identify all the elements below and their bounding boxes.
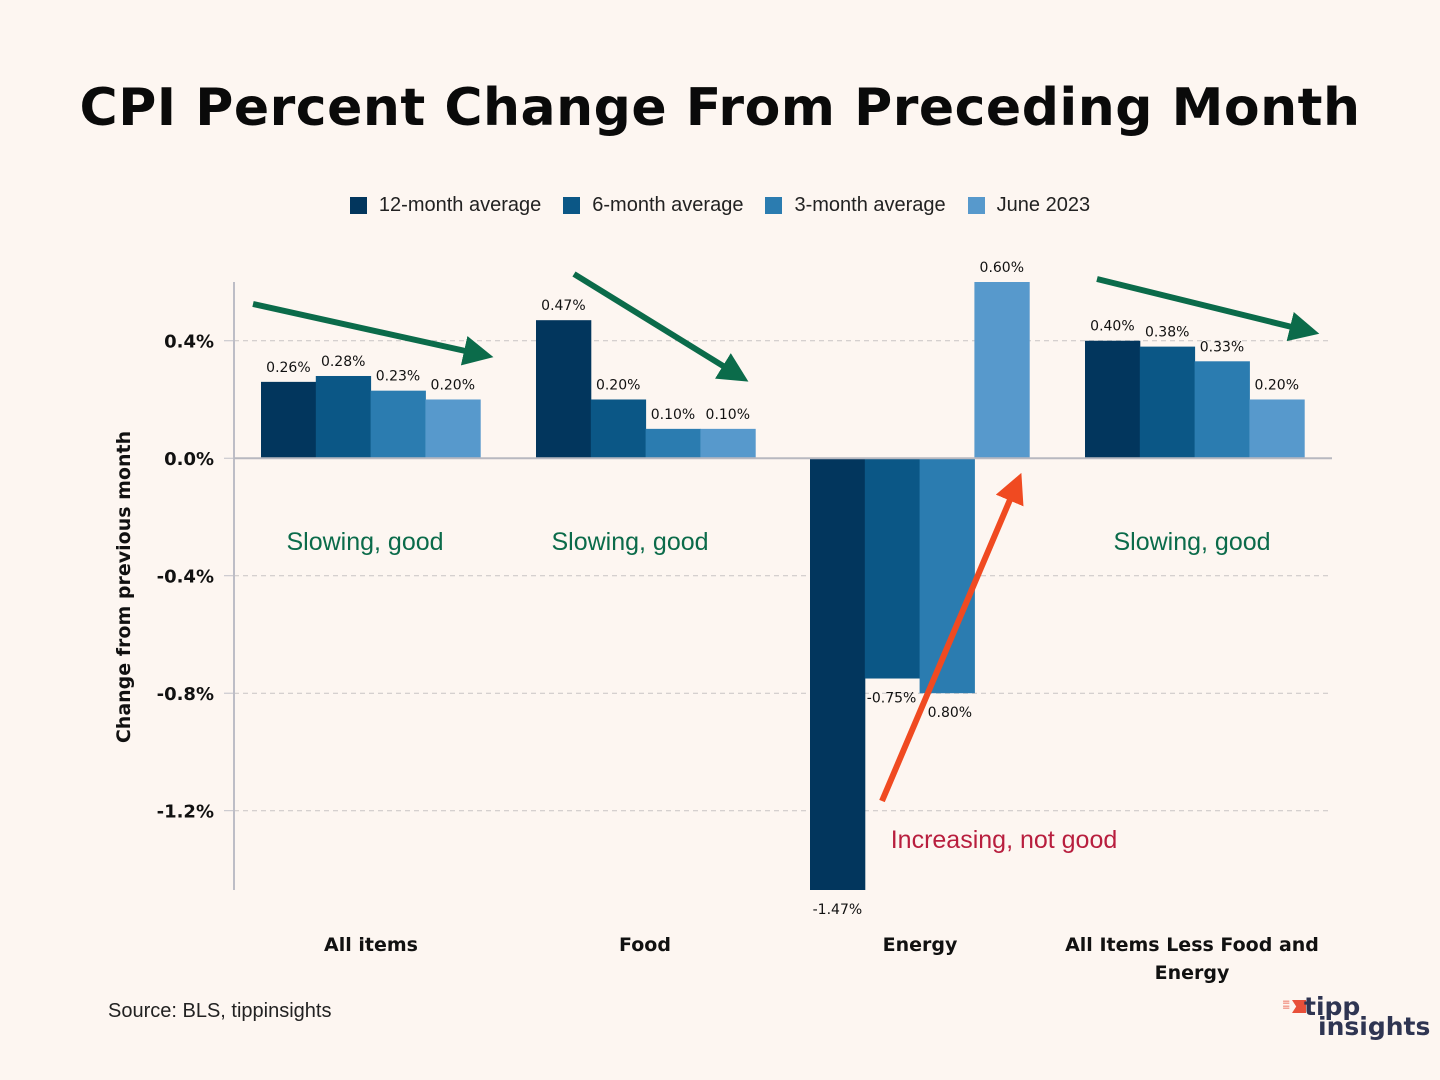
data-label: 0.80%: [928, 705, 972, 721]
legend-swatch-6-month: [563, 197, 581, 214]
legend-label: June 2023: [996, 194, 1091, 216]
bar-12-month-average: [261, 381, 317, 459]
bar-6-month-average: [1139, 346, 1196, 459]
data-label: 0.33%: [1200, 339, 1244, 355]
data-label: -1.47%: [813, 902, 863, 918]
annotation-text: Slowing, good: [551, 528, 708, 556]
bar-june-2023: [1249, 399, 1305, 459]
chart-title: CPI Percent Change From Preceding Month: [79, 78, 1361, 138]
data-label: 0.10%: [706, 407, 750, 423]
logo-text-insights: insights: [1318, 1012, 1431, 1041]
y-tick-label: -1.2%: [157, 802, 214, 823]
data-label: 0.20%: [596, 377, 640, 393]
data-label: 0.40%: [1090, 319, 1134, 335]
legend-item-6-month: 6-month average: [563, 194, 743, 217]
y-axis-label: Change from previous month: [113, 431, 135, 743]
data-label: 0.47%: [541, 298, 585, 314]
legend-swatch-3-month: [765, 197, 783, 214]
source-note: Source: BLS, tippinsights: [108, 1000, 332, 1022]
trend-arrow-down-icon: [1096, 276, 1320, 342]
data-label: 0.10%: [651, 407, 695, 423]
x-category-label: All items: [324, 934, 418, 956]
y-tick-label: -0.4%: [157, 567, 214, 588]
x-category-label: All Items Less Food and: [1065, 934, 1319, 956]
data-label: 0.20%: [431, 377, 475, 393]
y-tick-label: 0.0%: [164, 449, 214, 470]
annotation-text: Slowing, good: [286, 528, 443, 556]
legend-swatch-june-2023: [967, 197, 985, 214]
bar-june-2023: [700, 428, 756, 459]
bar-june-2023: [425, 399, 481, 459]
logo-text-tipp: tipp: [1304, 992, 1361, 1021]
bar-12-month-average: [810, 458, 866, 890]
x-category-label: Food: [619, 934, 671, 956]
data-label: 0.23%: [376, 369, 420, 385]
data-label: 0.38%: [1145, 325, 1189, 341]
bar-3-month-average: [370, 390, 426, 459]
chart-legend: 12-month average 6-month average 3-month…: [0, 194, 1440, 217]
data-label: 0.26%: [266, 360, 310, 376]
data-label: 0.20%: [1255, 377, 1299, 393]
bar-6-month-average: [315, 375, 372, 459]
bar-3-month-average: [1194, 361, 1250, 459]
data-label: 0.28%: [321, 354, 365, 370]
trend-arrow-down-icon: [572, 271, 749, 382]
legend-item-3-month: 3-month average: [765, 194, 946, 217]
y-tick-label: -0.8%: [157, 684, 214, 705]
logo-signal-icon: = =: [1282, 997, 1291, 1013]
bar-6-month-average: [590, 399, 647, 459]
x-category-label: Energy: [883, 934, 958, 956]
bar-12-month-average: [536, 320, 592, 459]
trend-arrow-up-icon: [879, 472, 1024, 803]
data-label: -0.75%: [867, 691, 917, 707]
bar-3-month-average: [645, 428, 701, 459]
legend-item-12-month: 12-month average: [349, 194, 542, 217]
bar-3-month-average: [919, 458, 975, 694]
y-tick-label: 0.4%: [164, 332, 214, 353]
data-label: 0.60%: [980, 260, 1024, 276]
legend-label: 6-month average: [592, 194, 744, 216]
annotation-text: Increasing, not good: [891, 826, 1118, 854]
bar-june-2023: [974, 282, 1030, 459]
legend-swatch-12-month: [349, 197, 367, 214]
annotation-text: Slowing, good: [1113, 528, 1270, 556]
trend-arrow-down-icon: [252, 301, 494, 366]
bar-6-month-average: [864, 458, 921, 679]
tippinsights-logo: = = tipp insights: [1282, 992, 1430, 1046]
legend-label: 3-month average: [794, 194, 946, 216]
legend-label: 12-month average: [378, 194, 542, 216]
legend-item-june-2023: June 2023: [967, 194, 1091, 217]
x-category-label: Energy: [1155, 962, 1230, 984]
logo-flag-icon: [1292, 1000, 1306, 1013]
bar-12-month-average: [1085, 340, 1141, 459]
